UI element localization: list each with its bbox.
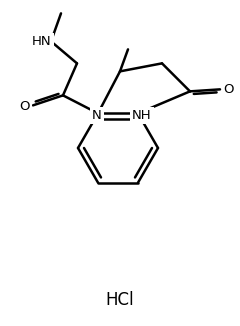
Text: HN: HN	[32, 35, 52, 48]
Text: NH: NH	[132, 109, 152, 122]
Text: N: N	[92, 109, 102, 122]
Text: O: O	[20, 100, 30, 113]
Text: O: O	[224, 83, 234, 96]
Text: HCl: HCl	[106, 291, 134, 309]
